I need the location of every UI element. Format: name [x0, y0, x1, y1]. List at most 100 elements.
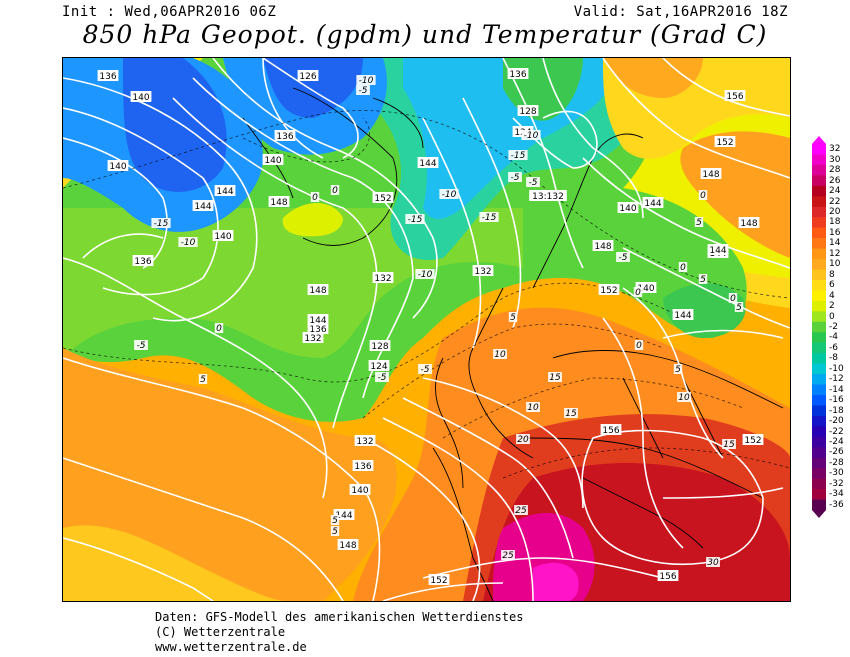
temperature-label: 5 — [736, 303, 742, 313]
temperature-label-bg — [178, 237, 198, 247]
colorbar-arrow-top — [812, 136, 826, 144]
geopotential-label-bg — [307, 284, 329, 295]
geopotential-label-bg — [635, 282, 657, 293]
geopotential-label: 144 — [674, 311, 691, 321]
colorbar-swatch — [812, 332, 826, 343]
colorbar-swatch — [812, 164, 826, 176]
geopotential-label-bg — [642, 197, 664, 208]
colorbar-swatch — [812, 196, 826, 208]
temperature-label-bg — [526, 402, 540, 412]
temperature-label-bg — [493, 349, 507, 359]
temperature-label-bg — [356, 85, 370, 95]
geopotential-label-bg — [297, 70, 319, 81]
geopotential-label-bg — [617, 202, 639, 213]
colorbar-swatch — [812, 279, 826, 291]
temperature-label-bg — [564, 408, 578, 418]
geopotential-label-bg — [428, 574, 450, 585]
temperature-label-bg — [418, 364, 432, 374]
colorbar-label: -26 — [829, 447, 844, 458]
temperature-label-bg — [439, 189, 459, 199]
geopotential-label: 126 — [299, 72, 316, 82]
temperature-label: 25 — [502, 551, 514, 561]
geopotential-label-bg — [268, 196, 290, 207]
geopotential-label: 136 — [509, 70, 526, 80]
footer-website[interactable]: www.wetterzentrale.de — [155, 640, 307, 654]
colorbar-label: -18 — [829, 405, 844, 416]
geopotential-label: 140 — [214, 232, 231, 242]
geopotential-label-bg — [307, 323, 329, 334]
colorbar-label: -30 — [829, 468, 844, 479]
geopotential-label-bg — [333, 509, 355, 520]
footer-data-source: Daten: GFS-Modell des amerikanischen Wet… — [155, 610, 524, 624]
temperature-label-bg — [698, 190, 708, 200]
colorbar-swatch — [812, 342, 826, 354]
geopotential-label: 148 — [309, 286, 326, 296]
valid-time: Valid: Sat,16APR2016 18Z — [573, 4, 788, 20]
colorbar-swatch — [812, 353, 826, 364]
geopotential-label-bg — [672, 309, 694, 320]
colorbar-swatch — [812, 248, 826, 260]
geopotential-label: 128 — [519, 107, 536, 117]
temperature-label-bg — [330, 515, 340, 525]
temperature-label-bg — [479, 212, 499, 222]
temperature-label: -10 — [524, 131, 539, 141]
geopotential-label: 144 — [194, 202, 211, 212]
colorbar-label: 2 — [829, 301, 835, 312]
temperature-label: -10 — [418, 270, 433, 280]
temperature-label-bg — [330, 185, 340, 195]
geopotential-label: 13:132 — [532, 192, 564, 202]
temperature-label-bg — [198, 374, 208, 384]
geopotential-label: 132 — [304, 334, 321, 344]
colorbar-swatch — [812, 468, 826, 479]
geopotential-label-bg — [337, 539, 359, 550]
geopotential-label-bg — [529, 190, 567, 201]
geopotential-label: 140 — [132, 93, 149, 103]
temperature-label: 10 — [527, 403, 539, 413]
colorbar-swatch — [812, 300, 826, 312]
colorbar-swatch — [812, 290, 826, 302]
temperature-label-bg — [677, 392, 691, 402]
geopotential-label-bg — [307, 314, 329, 325]
temperature-label-bg — [501, 550, 515, 560]
temperature-label-bg — [698, 274, 708, 284]
geopotential-label-bg — [107, 160, 129, 171]
geopotential-label: 152 — [600, 286, 617, 296]
geopotential-label-bg — [507, 68, 529, 79]
temperature-label-bg — [508, 172, 522, 182]
colorbar-swatch — [812, 415, 826, 427]
temp-field-orange-east — [680, 131, 790, 258]
colorbar-swatch — [812, 185, 826, 197]
geopotential-label: 136 — [134, 257, 151, 267]
colorbar-swatch — [812, 144, 826, 155]
colorbar-label: -16 — [829, 395, 844, 406]
temperature-label: -5 — [378, 373, 387, 383]
colorbar-label: 8 — [829, 269, 835, 280]
colorbar-label: 28 — [829, 165, 841, 176]
temperature-label: 25 — [515, 506, 527, 516]
colorbar-swatch — [812, 227, 826, 239]
geopotential-label: 132 — [474, 267, 491, 277]
colorbar-swatch — [812, 499, 826, 511]
colorbar-label: -22 — [829, 426, 844, 437]
colorbar-swatch — [812, 426, 826, 438]
temperature-label-bg — [514, 505, 528, 515]
geopotential-label: 136 — [276, 132, 293, 142]
temperature-label-bg — [516, 434, 530, 444]
temperature-label-bg — [634, 340, 644, 350]
geopotential-label: 156 — [602, 426, 619, 436]
geopotential-label: 144 — [644, 199, 661, 209]
geopotential-label-bg — [132, 255, 154, 266]
colorbar-label: -28 — [829, 457, 844, 468]
temperature-label: -15 — [154, 219, 169, 229]
geopotential-label: 144 — [216, 187, 233, 197]
geopotential-label-bg — [472, 265, 494, 276]
weather-map: 136 126 136 140 140 144 144 148 144 140 136 132 148 1… — [62, 57, 791, 602]
colorbar-label: -14 — [829, 384, 844, 395]
colorbar-label: 14 — [829, 238, 841, 249]
colorbar-swatch — [812, 311, 826, 323]
colorbar-label: -8 — [829, 353, 838, 364]
temperature-label-bg — [633, 287, 643, 297]
geopotential-label: 152 — [744, 436, 761, 446]
geopotential-label-bg — [707, 244, 729, 255]
temperature-label: -5 — [511, 173, 520, 183]
